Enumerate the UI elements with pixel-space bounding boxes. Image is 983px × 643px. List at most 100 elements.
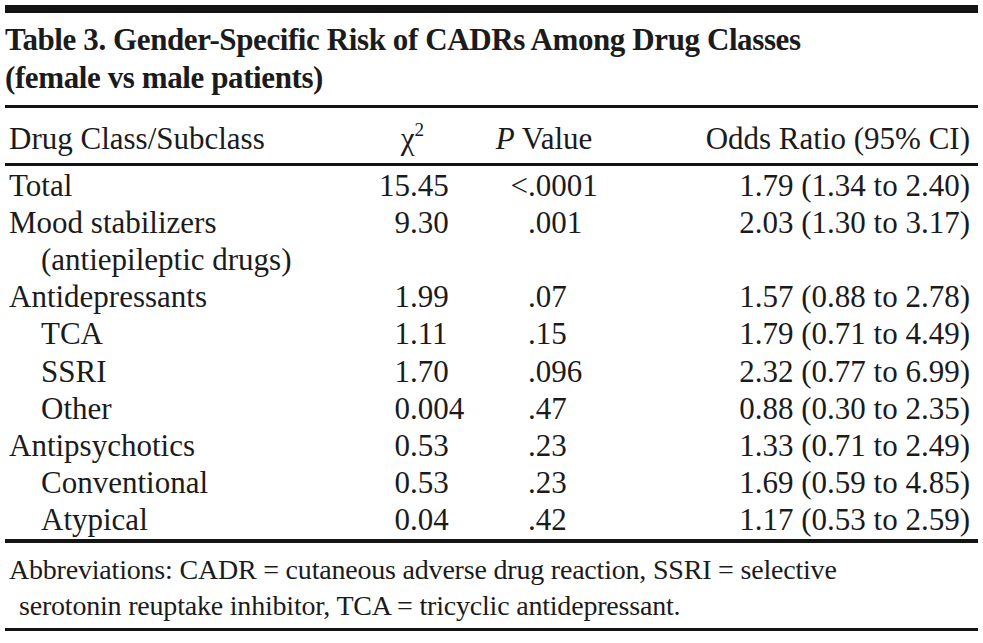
p-value-cell: .07 [470, 279, 600, 315]
p-value-label: Value [515, 121, 593, 156]
odds-ratio-cell: 1.17 (0.53 to 2.59) [600, 502, 978, 538]
odds-ratio-cell: 2.03 (1.30 to 3.17) [600, 205, 978, 241]
col-header-chi-square: χ2 [345, 121, 470, 157]
decimal-frac-part: .0001 [528, 168, 600, 204]
p-value-cell: .001 [470, 205, 600, 241]
drug-class-cell: Antipsychotics [5, 428, 345, 464]
table-row: Atypical 0.04 .42 1.17 (0.53 to 2.59) [5, 502, 978, 539]
abbreviations-footnote: Abbreviations: CADR = cutaneous adverse … [5, 552, 978, 624]
odds-ratio-cell: 1.79 (0.71 to 4.49) [600, 316, 978, 352]
decimal-int-part [470, 354, 528, 390]
decimal-int-part: < [470, 168, 528, 204]
table-title-line2: (female vs male patients) [5, 59, 801, 97]
decimal-int-part: 1 [345, 316, 410, 352]
drug-class-cell: TCA [5, 316, 345, 352]
decimal-int-part: 0 [345, 428, 410, 464]
drug-class-cell: Other [5, 391, 345, 427]
p-value-cell: .15 [470, 316, 600, 352]
decimal-int-part [470, 502, 528, 538]
table-row: Conventional 0.53 .23 1.69 (0.59 to 4.85… [5, 465, 978, 502]
decimal-frac-part: .04 [410, 502, 470, 538]
decimal-frac-part: .23 [528, 428, 600, 464]
table-row: Mood stabilizers 9.30 .001 2.03 (1.30 to… [5, 204, 978, 241]
decimal-frac-part: .096 [528, 354, 600, 390]
drug-class-cell: Total [5, 168, 345, 204]
decimal-frac-part: .45 [410, 168, 470, 204]
odds-ratio-cell: 1.69 (0.59 to 4.85) [600, 465, 978, 501]
decimal-int-part: 1 [345, 354, 410, 390]
p-symbol: P [496, 121, 515, 156]
drug-class-cell: Conventional [5, 465, 345, 501]
decimal-int-part [470, 428, 528, 464]
decimal-int-part [470, 205, 528, 241]
chi-square-cell: 0.53 [345, 465, 470, 501]
p-value-cell: .42 [470, 502, 600, 538]
chi-square-cell: 15.45 [345, 168, 470, 204]
decimal-frac-part: .53 [410, 465, 470, 501]
header-rule [5, 163, 978, 166]
decimal-int-part: 0 [345, 465, 410, 501]
decimal-int-part: 0 [345, 502, 410, 538]
chi-symbol: χ [401, 121, 415, 156]
p-value-cell: <.0001 [470, 168, 600, 204]
decimal-frac-part: .30 [410, 205, 470, 241]
odds-ratio-cell: 2.32 (0.77 to 6.99) [600, 354, 978, 390]
p-value-cell: .096 [470, 354, 600, 390]
table-row: TCA 1.11 .15 1.79 (0.71 to 4.49) [5, 316, 978, 353]
p-value-cell: .47 [470, 391, 600, 427]
odds-ratio-cell: 0.88 (0.30 to 2.35) [600, 391, 978, 427]
p-value-cell: .23 [470, 428, 600, 464]
table-row: Total 15.45 <.0001 1.79 (1.34 to 2.40) [5, 167, 978, 204]
col-header-drug-class: Drug Class/Subclass [5, 121, 345, 157]
decimal-int-part [470, 316, 528, 352]
odds-ratio-cell: 1.33 (0.71 to 2.49) [600, 428, 978, 464]
top-rule-thick [5, 5, 978, 13]
decimal-int-part [470, 465, 528, 501]
drug-class-cell: SSRI [5, 354, 345, 390]
drug-class-cell: Mood stabilizers [5, 205, 345, 241]
decimal-frac-part: .53 [410, 428, 470, 464]
decimal-frac-part: .47 [528, 391, 600, 427]
decimal-frac-part: .70 [410, 354, 470, 390]
table-title: Table 3. Gender-Specific Risk of CADRs A… [5, 21, 801, 97]
table-bottom-rule [5, 539, 978, 543]
col-header-odds-ratio: Odds Ratio (95% CI) [600, 121, 978, 157]
table-row: Antipsychotics 0.53 .23 1.33 (0.71 to 2.… [5, 427, 978, 464]
decimal-int-part: 15 [345, 168, 410, 204]
table-title-line1: Table 3. Gender-Specific Risk of CADRs A… [5, 21, 801, 59]
decimal-int-part: 0 [345, 391, 410, 427]
table-body: Total 15.45 <.0001 1.79 (1.34 to 2.40) M… [5, 167, 978, 539]
chi-square-cell: 0.04 [345, 502, 470, 538]
chi-square-cell: 1.11 [345, 316, 470, 352]
decimal-frac-part: .42 [528, 502, 600, 538]
decimal-int-part: 1 [345, 279, 410, 315]
table-figure: Table 3. Gender-Specific Risk of CADRs A… [0, 0, 983, 643]
decimal-int-part: 9 [345, 205, 410, 241]
chi-square-cell: 0.53 [345, 428, 470, 464]
decimal-frac-part: .15 [528, 316, 600, 352]
odds-ratio-cell: 1.79 (1.34 to 2.40) [600, 168, 978, 204]
decimal-frac-part: .23 [528, 465, 600, 501]
chi-superscript: 2 [415, 119, 425, 140]
drug-class-cell: Atypical [5, 502, 345, 538]
table-row: Other 0.004 .47 0.88 (0.30 to 2.35) [5, 390, 978, 427]
footnote-line1: Abbreviations: CADR = cutaneous adverse … [5, 552, 978, 588]
decimal-frac-part: .11 [410, 316, 470, 352]
drug-class-cell: Antidepressants [5, 279, 345, 315]
chi-square-cell: 1.70 [345, 354, 470, 390]
table-row: Antidepressants 1.99 .07 1.57 (0.88 to 2… [5, 279, 978, 316]
odds-ratio-cell: 1.57 (0.88 to 2.78) [600, 279, 978, 315]
decimal-frac-part: .004 [410, 391, 470, 427]
decimal-int-part [470, 279, 528, 315]
chi-square-cell: 0.004 [345, 391, 470, 427]
table-row: (antiepileptic drugs) [5, 241, 978, 278]
decimal-frac-part: .001 [528, 205, 600, 241]
chi-square-cell: 9.30 [345, 205, 470, 241]
drug-class-cell: (antiepileptic drugs) [5, 242, 345, 278]
decimal-int-part [470, 391, 528, 427]
decimal-frac-part: .99 [410, 279, 470, 315]
chi-square-cell: 1.99 [345, 279, 470, 315]
table-header-row: Drug Class/Subclass χ2 P Value Odds Rati… [5, 108, 978, 163]
col-header-p-value: P Value [470, 121, 600, 157]
decimal-frac-part: .07 [528, 279, 600, 315]
